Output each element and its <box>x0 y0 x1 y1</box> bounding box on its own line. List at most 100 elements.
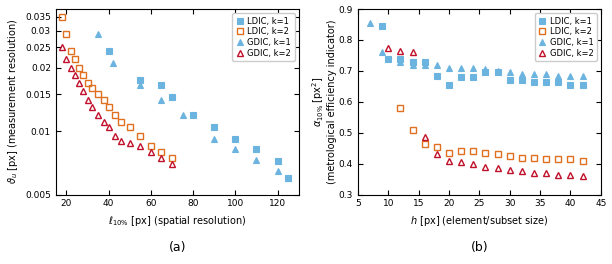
LDIC, k=2 <box>506 154 513 158</box>
LDIC, k=1 <box>457 76 465 79</box>
LDIC, k=2 <box>579 159 586 162</box>
LDIC, k=2 <box>469 150 477 153</box>
LDIC, k=2 <box>530 156 537 159</box>
GDIC, k=2 <box>457 161 465 164</box>
Line: GDIC, k=2: GDIC, k=2 <box>385 45 586 179</box>
LDIC, k=1 <box>105 50 113 53</box>
GDIC, k=1 <box>530 72 537 76</box>
LDIC, k=1 <box>285 176 292 180</box>
GDIC, k=1 <box>446 66 453 69</box>
LDIC, k=2 <box>59 15 66 18</box>
Line: LDIC, k=1: LDIC, k=1 <box>105 48 291 181</box>
Line: GDIC, k=1: GDIC, k=1 <box>367 20 586 79</box>
LDIC, k=2 <box>67 50 74 53</box>
GDIC, k=1 <box>378 51 386 54</box>
X-axis label: $h$ [px] (element/subset size): $h$ [px] (element/subset size) <box>410 214 548 228</box>
LDIC, k=2 <box>71 58 78 61</box>
GDIC, k=1 <box>94 32 102 35</box>
GDIC, k=2 <box>94 113 102 116</box>
GDIC, k=1 <box>457 66 465 69</box>
LDIC, k=2 <box>118 121 125 124</box>
GDIC, k=1 <box>158 99 165 102</box>
GDIC, k=2 <box>494 167 501 170</box>
LDIC, k=1 <box>554 80 562 83</box>
GDIC, k=2 <box>75 81 83 84</box>
LDIC, k=1 <box>567 83 574 86</box>
GDIC, k=2 <box>63 58 70 61</box>
LDIC, k=1 <box>378 25 386 28</box>
GDIC, k=2 <box>506 168 513 171</box>
GDIC, k=1 <box>482 68 489 71</box>
GDIC, k=2 <box>384 46 392 49</box>
GDIC, k=1 <box>367 21 374 25</box>
LDIC, k=2 <box>482 151 489 154</box>
GDIC, k=2 <box>482 165 489 168</box>
GDIC, k=1 <box>136 84 144 87</box>
Legend: LDIC, k=1, LDIC, k=2, GDIC, k=1, GDIC, k=2: LDIC, k=1, LDIC, k=2, GDIC, k=1, GDIC, k… <box>233 13 294 61</box>
LDIC, k=1 <box>469 76 477 79</box>
LDIC, k=1 <box>482 71 489 74</box>
LDIC, k=2 <box>88 87 95 90</box>
LDIC, k=1 <box>274 160 282 163</box>
GDIC, k=2 <box>168 162 176 166</box>
LDIC, k=2 <box>111 113 119 116</box>
LDIC, k=2 <box>63 32 70 35</box>
LDIC, k=2 <box>433 145 441 148</box>
LDIC, k=2 <box>84 81 91 84</box>
GDIC, k=2 <box>579 175 586 178</box>
Y-axis label: $\vartheta_u$ [px] (measurement resolution): $\vartheta_u$ [px] (measurement resoluti… <box>6 19 20 184</box>
LDIC, k=1 <box>433 74 441 77</box>
GDIC, k=1 <box>211 137 218 140</box>
Line: GDIC, k=1: GDIC, k=1 <box>95 31 291 181</box>
LDIC, k=2 <box>494 153 501 156</box>
GDIC, k=2 <box>71 73 78 77</box>
GDIC, k=2 <box>101 121 108 124</box>
LDIC, k=1 <box>397 57 404 60</box>
GDIC, k=1 <box>397 60 404 63</box>
GDIC, k=1 <box>433 63 441 66</box>
LDIC, k=1 <box>253 148 260 151</box>
Y-axis label: $\alpha_{10\%}$ [px$^2$]
(metrological efficiency indicator): $\alpha_{10\%}$ [px$^2$] (metrological e… <box>310 20 337 184</box>
GDIC, k=2 <box>67 66 74 69</box>
GDIC, k=1 <box>494 69 501 73</box>
Line: GDIC, k=2: GDIC, k=2 <box>59 44 175 167</box>
LDIC, k=2 <box>446 151 453 154</box>
GDIC, k=1 <box>253 158 260 162</box>
Line: LDIC, k=2: LDIC, k=2 <box>59 13 175 161</box>
LDIC, k=2 <box>126 125 133 128</box>
GDIC, k=1 <box>179 113 186 116</box>
GDIC, k=2 <box>105 125 113 128</box>
GDIC, k=1 <box>285 176 292 180</box>
LDIC, k=1 <box>190 113 197 116</box>
GDIC, k=2 <box>554 173 562 176</box>
GDIC, k=1 <box>542 72 550 76</box>
GDIC, k=2 <box>136 144 144 148</box>
GDIC, k=1 <box>232 148 239 151</box>
GDIC, k=2 <box>433 153 441 156</box>
LDIC, k=1 <box>446 83 453 86</box>
Line: LDIC, k=2: LDIC, k=2 <box>397 105 586 164</box>
GDIC, k=2 <box>530 171 537 175</box>
GDIC, k=1 <box>469 66 477 69</box>
GDIC, k=1 <box>567 74 574 77</box>
LDIC, k=2 <box>136 134 144 138</box>
LDIC, k=2 <box>105 106 113 109</box>
GDIC, k=2 <box>59 46 66 49</box>
GDIC, k=2 <box>421 136 428 139</box>
GDIC, k=2 <box>446 159 453 162</box>
Legend: LDIC, k=1, LDIC, k=2, GDIC, k=1, GDIC, k=2: LDIC, k=1, LDIC, k=2, GDIC, k=1, GDIC, k… <box>534 13 597 61</box>
LDIC, k=1 <box>232 137 239 140</box>
LDIC, k=2 <box>101 99 108 102</box>
LDIC, k=2 <box>567 157 574 161</box>
GDIC, k=2 <box>567 173 574 176</box>
GDIC, k=1 <box>409 63 416 66</box>
LDIC, k=1 <box>421 60 428 63</box>
GDIC, k=2 <box>84 99 91 102</box>
LDIC, k=2 <box>421 142 428 145</box>
GDIC, k=2 <box>111 134 119 138</box>
LDIC, k=2 <box>457 150 465 153</box>
LDIC, k=1 <box>409 60 416 63</box>
GDIC, k=1 <box>554 74 562 77</box>
LDIC, k=2 <box>75 66 83 69</box>
LDIC, k=1 <box>530 80 537 83</box>
